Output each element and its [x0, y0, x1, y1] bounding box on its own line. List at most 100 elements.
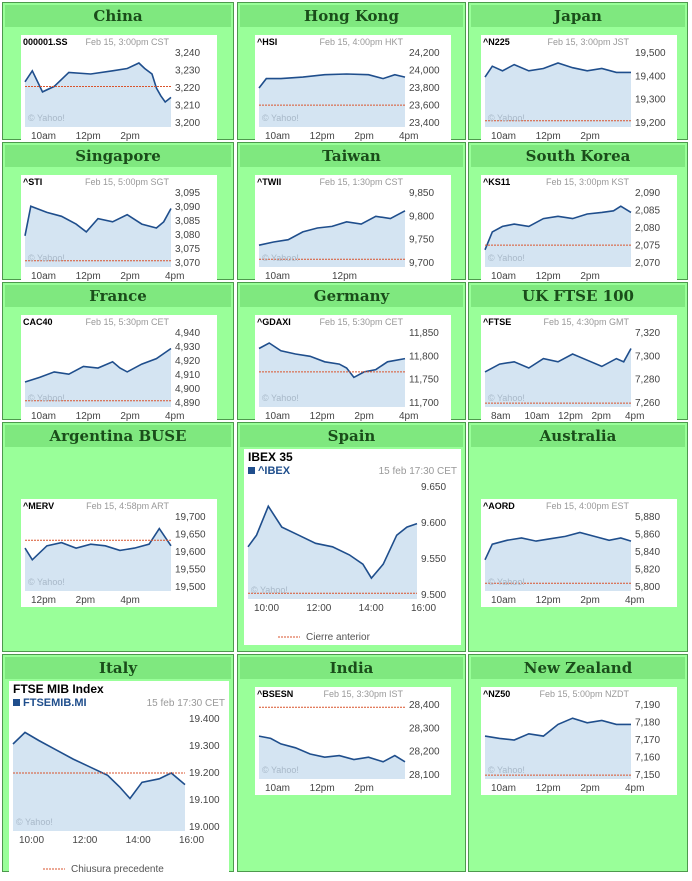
y-tick-label: 23,400	[409, 118, 440, 129]
y-tick-label: 4,890	[175, 398, 200, 409]
y-tick-label: 2,070	[635, 258, 660, 269]
region-title: Italy	[98, 659, 138, 677]
chart-svg: ^STI Feb 15, 5:00pm SGT © Yahoo! 3,095 3,090…	[23, 177, 200, 282]
symbol-label[interactable]: ^IBEX	[258, 465, 291, 477]
y-tick-label: 2,085	[635, 206, 660, 217]
x-tick-label: 2pm	[580, 131, 599, 142]
x-tick-label: 14:00	[126, 835, 151, 846]
x-tick-label: 4pm	[165, 411, 184, 422]
region-title-bar	[5, 5, 231, 27]
market-cell-india: India ^BSESN Feb 15, 3:30pm IST © Yahoo! 28,…	[237, 654, 466, 872]
symbol-label[interactable]: ^MERV	[23, 501, 54, 511]
price-line	[484, 531, 632, 561]
x-tick-label: 12:00	[306, 603, 331, 614]
timestamp-label: Feb 15, 4:00pm EST	[546, 501, 630, 511]
y-tick-label: 19,400	[635, 71, 666, 82]
timestamp-label: 15 feb 17:30 CET	[147, 698, 225, 709]
x-tick-label: 2pm	[120, 271, 139, 282]
y-tick-label: 7,320	[635, 328, 660, 339]
y-tick-label: 19,500	[635, 48, 666, 59]
symbol-label[interactable]: ^N225	[483, 37, 510, 47]
stock-chart-germany[interactable]: ^GDAXI Feb 15, 5:30pm CET © Yahoo! 11,850 11…	[255, 315, 451, 423]
price-area	[259, 210, 405, 267]
chart-svg: ^KS11 Feb 15, 3:00pm KST © Yahoo! 2,090 2,08…	[483, 177, 660, 282]
symbol-label[interactable]: ^FTSE	[483, 317, 511, 327]
y-tick-label: 3,095	[175, 188, 200, 199]
y-tick-label: 19,600	[175, 547, 206, 558]
y-tick-label: 9,850	[409, 188, 434, 199]
stock-chart-china[interactable]: 000001.SS Feb 15, 3:00pm CST © Yahoo! 3,240…	[21, 35, 217, 143]
y-tick-label: 4,900	[175, 384, 200, 395]
market-cell-australia: Australia ^AORD Feb 15, 4:00pm EST © Yahoo!…	[468, 422, 688, 652]
stock-chart-singapore[interactable]: ^STI Feb 15, 5:00pm SGT © Yahoo! 3,095 3,090…	[21, 175, 217, 283]
symbol-label[interactable]: ^BSESN	[257, 689, 293, 699]
x-tick-label: 2pm	[120, 131, 139, 142]
stock-chart-taiwan[interactable]: ^TWII Feb 15, 1:30pm CST © Yahoo! 9,850 9,80…	[255, 175, 451, 283]
x-tick-label: 10am	[265, 411, 290, 422]
y-tick-label: 9.550	[421, 554, 446, 565]
price-line	[12, 731, 186, 800]
timestamp-label: Feb 15, 4:00pm HKT	[319, 37, 403, 47]
y-tick-label: 4,920	[175, 356, 200, 367]
stock-chart-japan[interactable]: ^N225 Feb 15, 3:00pm JST © Yahoo! 19,500 19,…	[481, 35, 677, 143]
y-tick-label: 3,210	[175, 101, 200, 112]
region-title-bar	[471, 5, 685, 27]
yahoo-watermark: © Yahoo!	[488, 577, 525, 587]
symbol-label[interactable]: ^TWII	[257, 177, 281, 187]
stock-chart-italy[interactable]: FTSE MIB Index FTSEMIB.MI 15 feb 17:30 CET…	[9, 681, 229, 877]
stock-chart-uk[interactable]: ^FTSE Feb 15, 4:30pm GMT © Yahoo! 7,320 7,30…	[481, 315, 677, 423]
stock-chart-newzealand[interactable]: ^NZ50 Feb 15, 5:00pm NZDT © Yahoo! 7,190 7,1…	[481, 687, 677, 795]
stock-chart-spain[interactable]: IBEX 35 ^IBEX 15 feb 17:30 CET © Yahoo! 9.65…	[244, 449, 461, 645]
price-line	[24, 527, 172, 562]
symbol-label[interactable]: CAC40	[23, 317, 53, 327]
market-cell-hongkong: Hong Kong ^HSI Feb 15, 4:00pm HKT © Yahoo! 2…	[237, 2, 466, 143]
region-title-bar	[471, 145, 685, 167]
x-tick-label: 10am	[31, 411, 56, 422]
symbol-label[interactable]: ^NZ50	[483, 689, 510, 699]
stock-chart-southkorea[interactable]: ^KS11 Feb 15, 3:00pm KST © Yahoo! 2,090 2,08…	[481, 175, 677, 283]
stock-chart-argentina[interactable]: ^MERV Feb 15, 4:58pm ART © Yahoo! 19,700 19,…	[21, 499, 217, 607]
legend-label: Cierre anterior	[306, 632, 371, 643]
stock-chart-australia[interactable]: ^AORD Feb 15, 4:00pm EST © Yahoo! 5,880 5,86…	[481, 499, 677, 607]
market-cell-germany: Germany ^GDAXI Feb 15, 5:30pm CET © Yahoo! 1…	[237, 282, 466, 423]
symbol-label[interactable]: FTSEMIB.MI	[23, 697, 87, 709]
y-tick-label: 19.200	[189, 768, 220, 779]
price-area	[485, 718, 631, 779]
region-title-bar	[240, 425, 463, 447]
stock-chart-hongkong[interactable]: ^HSI Feb 15, 4:00pm HKT © Yahoo! 24,200 24,0…	[255, 35, 451, 143]
y-tick-label: 7,190	[635, 700, 660, 711]
market-cell-singapore: Singapore ^STI Feb 15, 5:00pm SGT © Yahoo! 3…	[2, 142, 234, 283]
symbol-label[interactable]: ^KS11	[483, 177, 510, 187]
symbol-label[interactable]: ^STI	[23, 177, 42, 187]
y-tick-label: 11,850	[409, 328, 439, 339]
y-tick-label: 19,500	[175, 582, 206, 593]
region-title: India	[329, 659, 374, 677]
y-tick-label: 19,700	[175, 512, 206, 523]
chart-svg: ^FTSE Feb 15, 4:30pm GMT © Yahoo! 7,320 7,30…	[483, 317, 660, 422]
yahoo-watermark: © Yahoo!	[262, 253, 299, 263]
market-cell-uk: UK FTSE 100 ^FTSE Feb 15, 4:30pm GMT © Yaho…	[468, 282, 688, 423]
price-line	[484, 205, 632, 251]
market-cell-china: China 000001.SS Feb 15, 3:00pm CST © Yahoo!…	[2, 2, 234, 143]
y-tick-label: 28,200	[409, 747, 440, 758]
stock-chart-india[interactable]: ^BSESN Feb 15, 3:30pm IST © Yahoo! 28,400 28…	[255, 687, 451, 795]
symbol-label[interactable]: ^HSI	[257, 37, 277, 47]
timestamp-label: Feb 15, 5:00pm SGT	[85, 177, 170, 187]
symbol-label[interactable]: ^GDAXI	[257, 317, 291, 327]
stock-chart-france[interactable]: CAC40 Feb 15, 5:30pm CET © Yahoo! 4,940 4,93…	[21, 315, 217, 423]
y-tick-label: 7,260	[635, 398, 660, 409]
yahoo-watermark: © Yahoo!	[262, 765, 299, 775]
price-area	[485, 348, 631, 407]
symbol-label[interactable]: 000001.SS	[23, 37, 68, 47]
symbol-label[interactable]: ^AORD	[483, 501, 515, 511]
y-tick-label: 5,800	[635, 582, 660, 593]
x-tick-label: 10:00	[254, 603, 279, 614]
y-tick-label: 2,080	[635, 223, 660, 234]
y-tick-label: 3,230	[175, 66, 200, 77]
x-tick-label: 10am	[265, 131, 290, 142]
y-tick-label: 4,930	[175, 342, 200, 353]
y-tick-label: 2,090	[635, 188, 660, 199]
timestamp-label: Feb 15, 5:30pm CET	[85, 317, 169, 327]
